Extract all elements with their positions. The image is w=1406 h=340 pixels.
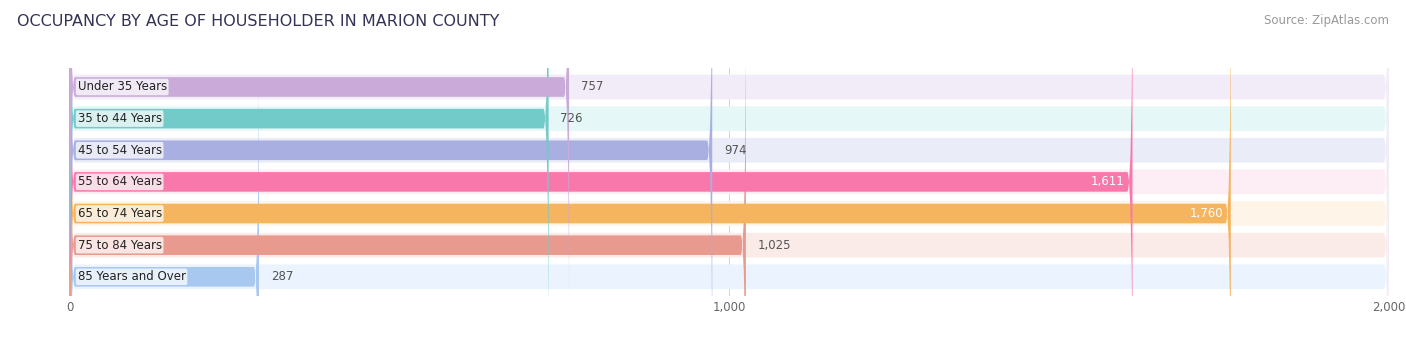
Text: 757: 757 xyxy=(581,81,603,94)
FancyBboxPatch shape xyxy=(70,0,1389,340)
Text: Source: ZipAtlas.com: Source: ZipAtlas.com xyxy=(1264,14,1389,27)
Text: 1,025: 1,025 xyxy=(758,239,792,252)
Text: OCCUPANCY BY AGE OF HOUSEHOLDER IN MARION COUNTY: OCCUPANCY BY AGE OF HOUSEHOLDER IN MARIO… xyxy=(17,14,499,29)
Text: 287: 287 xyxy=(271,270,294,283)
FancyBboxPatch shape xyxy=(70,0,1230,340)
Text: 75 to 84 Years: 75 to 84 Years xyxy=(77,239,162,252)
FancyBboxPatch shape xyxy=(70,0,1389,328)
Text: 1,611: 1,611 xyxy=(1091,175,1125,188)
FancyBboxPatch shape xyxy=(70,4,1389,340)
Text: 85 Years and Over: 85 Years and Over xyxy=(77,270,186,283)
FancyBboxPatch shape xyxy=(70,0,1389,340)
FancyBboxPatch shape xyxy=(70,0,548,340)
Text: 1,760: 1,760 xyxy=(1189,207,1223,220)
FancyBboxPatch shape xyxy=(70,36,1389,340)
Text: 65 to 74 Years: 65 to 74 Years xyxy=(77,207,162,220)
FancyBboxPatch shape xyxy=(70,0,1389,340)
FancyBboxPatch shape xyxy=(70,0,713,340)
Text: 974: 974 xyxy=(724,144,747,157)
FancyBboxPatch shape xyxy=(70,2,747,340)
Text: 726: 726 xyxy=(561,112,583,125)
Text: 45 to 54 Years: 45 to 54 Years xyxy=(77,144,162,157)
Text: Under 35 Years: Under 35 Years xyxy=(77,81,167,94)
FancyBboxPatch shape xyxy=(70,34,259,340)
FancyBboxPatch shape xyxy=(70,0,1389,340)
Text: 55 to 64 Years: 55 to 64 Years xyxy=(77,175,162,188)
Text: 35 to 44 Years: 35 to 44 Years xyxy=(77,112,162,125)
FancyBboxPatch shape xyxy=(70,0,569,330)
FancyBboxPatch shape xyxy=(70,0,1132,340)
